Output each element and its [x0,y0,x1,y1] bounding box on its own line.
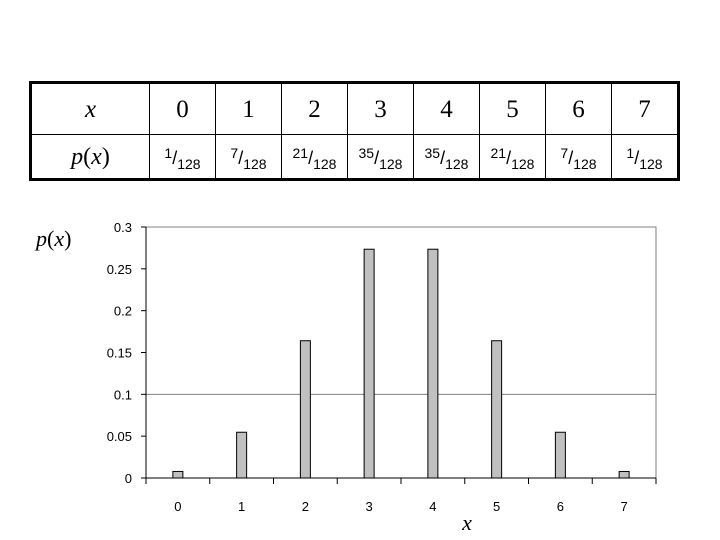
x-tick-label: 0 [174,499,181,514]
x-axis-label: x [461,510,472,535]
prob-denominator: 128 [639,155,663,172]
y-axis-label: p(x) [34,226,71,251]
y-tick-label: 0.2 [114,304,132,319]
prob-numerator: 35 [358,144,375,161]
prob-denominator: 128 [243,155,267,172]
x-tick-label: 2 [302,499,309,514]
prob-numerator: 1 [626,144,635,161]
p-header-var: x [91,143,102,170]
prob-fraction: 7/128 [560,144,597,172]
bar [299,340,311,479]
bar [491,340,503,479]
prob-fraction: 7/128 [230,144,267,172]
bar [554,431,566,479]
prob-cell: 1/128 [149,134,216,180]
bar [236,431,248,479]
prob-cell: 21/128 [479,134,546,180]
y-tick-label: 0.15 [107,346,132,361]
prob-cell: 21/128 [281,134,348,180]
x-value: 0 [149,82,216,135]
x-tick-label: 3 [366,499,373,514]
p-header: p(x) [30,134,150,180]
prob-denominator: 128 [511,155,535,172]
p-header-prefix: p [71,143,84,170]
bar [363,248,375,479]
x-tick-label: 5 [493,499,500,514]
x-value: 2 [281,82,348,135]
x-tick-label: 7 [621,499,628,514]
prob-fraction: 21/128 [292,144,337,172]
prob-cell: 35/128 [347,134,414,180]
table-row-p: p(x) 1/128 7/128 21/128 35/128 35/128 21… [30,134,679,180]
x-tick-label: 1 [238,499,245,514]
prob-cell: 1/128 [611,134,679,180]
bar [172,470,184,479]
prob-fraction: 1/128 [164,144,201,172]
x-value: 7 [611,82,679,135]
x-value: 6 [545,82,612,135]
y-tick-label: 0.3 [114,220,132,235]
x-tick-label: 4 [429,499,436,514]
prob-cell: 35/128 [413,134,480,180]
prob-numerator: 7 [560,144,569,161]
y-tick-label: 0.1 [114,387,132,402]
y-tick-label: 0 [125,471,132,486]
probability-table: x 0 1 2 3 4 5 6 7 p(x) 1/128 7/128 21/12… [29,81,680,181]
bar [618,470,630,479]
prob-denominator: 128 [313,155,337,172]
prob-fraction: 21/128 [490,144,535,172]
x-tick-label: 6 [557,499,564,514]
y-tick-label: 0.05 [107,429,132,444]
y-tick-label: 0.25 [107,262,132,277]
prob-denominator: 128 [573,155,597,172]
table-row-x: x 0 1 2 3 4 5 6 7 [30,82,679,135]
prob-denominator: 128 [177,155,201,172]
prob-denominator: 128 [379,155,403,172]
prob-numerator: 21 [292,144,309,161]
x-value: 5 [479,82,546,135]
prob-fraction: 35/128 [424,144,469,172]
prob-denominator: 128 [445,155,469,172]
prob-fraction: 35/128 [358,144,403,172]
prob-numerator: 35 [424,144,441,161]
prob-numerator: 21 [490,144,507,161]
bar [427,248,439,479]
prob-numerator: 1 [164,144,173,161]
prob-fraction: 1/128 [626,144,663,172]
prob-numerator: 7 [230,144,239,161]
prob-cell: 7/128 [545,134,612,180]
plot-area [145,226,657,479]
